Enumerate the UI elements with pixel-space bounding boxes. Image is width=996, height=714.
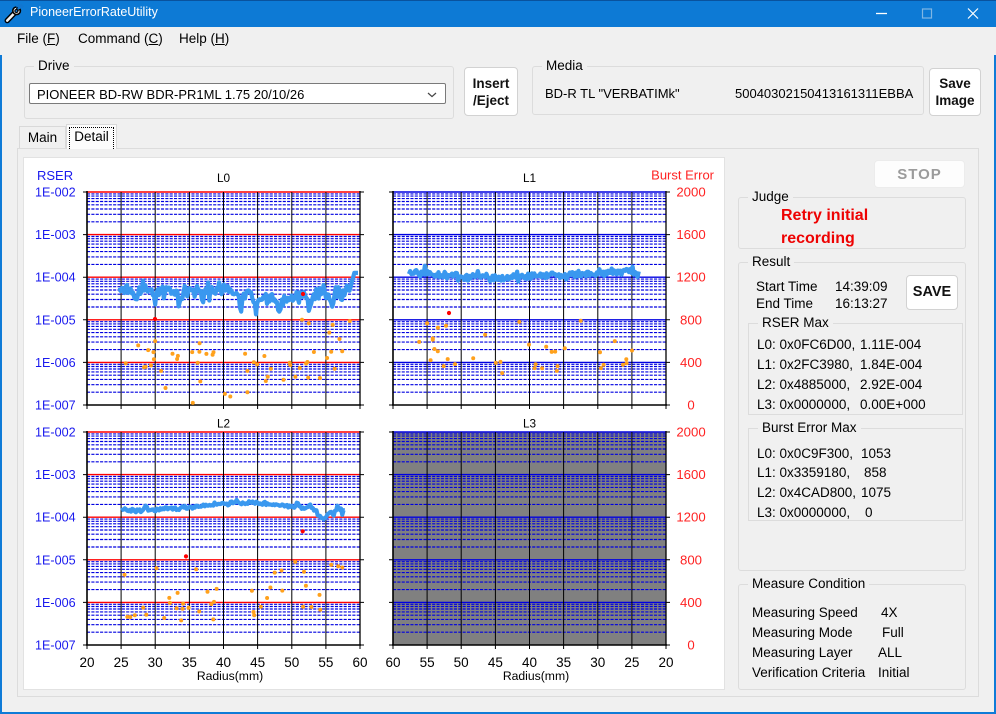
svg-text:25: 25 bbox=[114, 655, 129, 670]
svg-text:60: 60 bbox=[385, 655, 400, 670]
svg-text:1200: 1200 bbox=[676, 510, 705, 525]
svg-text:1E-007: 1E-007 bbox=[35, 639, 76, 653]
svg-text:1E-004: 1E-004 bbox=[35, 511, 76, 525]
svg-text:1E-006: 1E-006 bbox=[35, 356, 76, 370]
svg-text:1E-002: 1E-002 bbox=[35, 186, 76, 200]
svg-text:20: 20 bbox=[79, 655, 94, 670]
svg-text:1E-005: 1E-005 bbox=[35, 313, 76, 327]
svg-text:Burst Error: Burst Error bbox=[651, 168, 715, 183]
svg-text:50: 50 bbox=[284, 655, 299, 670]
svg-text:1600: 1600 bbox=[676, 467, 705, 482]
svg-text:2000: 2000 bbox=[676, 425, 705, 440]
svg-text:L3: L3 bbox=[523, 417, 537, 431]
svg-text:55: 55 bbox=[420, 655, 435, 670]
svg-text:1E-004: 1E-004 bbox=[35, 271, 76, 285]
svg-text:30: 30 bbox=[148, 655, 163, 670]
svg-text:1200: 1200 bbox=[676, 270, 705, 285]
svg-text:40: 40 bbox=[522, 655, 537, 670]
svg-text:1E-006: 1E-006 bbox=[35, 596, 76, 610]
svg-text:45: 45 bbox=[250, 655, 265, 670]
svg-text:400: 400 bbox=[680, 355, 702, 370]
svg-text:30: 30 bbox=[590, 655, 605, 670]
svg-text:40: 40 bbox=[216, 655, 231, 670]
svg-text:400: 400 bbox=[680, 595, 702, 610]
svg-text:800: 800 bbox=[680, 552, 702, 567]
svg-text:1E-003: 1E-003 bbox=[35, 228, 76, 242]
svg-text:0: 0 bbox=[687, 638, 694, 653]
svg-text:55: 55 bbox=[318, 655, 333, 670]
svg-text:RSER: RSER bbox=[37, 168, 73, 183]
svg-text:1E-005: 1E-005 bbox=[35, 553, 76, 567]
svg-text:Radius(mm): Radius(mm) bbox=[197, 669, 263, 683]
svg-text:800: 800 bbox=[680, 312, 702, 327]
svg-text:1E-002: 1E-002 bbox=[35, 426, 76, 440]
svg-text:2000: 2000 bbox=[676, 185, 705, 200]
svg-text:1E-003: 1E-003 bbox=[35, 468, 76, 482]
svg-text:35: 35 bbox=[182, 655, 197, 670]
svg-text:25: 25 bbox=[624, 655, 639, 670]
svg-text:L1: L1 bbox=[523, 171, 536, 185]
svg-text:20: 20 bbox=[658, 655, 673, 670]
svg-text:1600: 1600 bbox=[676, 227, 705, 242]
svg-text:60: 60 bbox=[352, 655, 367, 670]
svg-text:0: 0 bbox=[687, 398, 694, 413]
svg-text:50: 50 bbox=[454, 655, 469, 670]
svg-text:L0: L0 bbox=[217, 171, 231, 185]
svg-text:35: 35 bbox=[556, 655, 571, 670]
svg-text:1E-007: 1E-007 bbox=[35, 399, 76, 413]
svg-text:Radius(mm): Radius(mm) bbox=[503, 669, 569, 683]
svg-text:45: 45 bbox=[488, 655, 503, 670]
svg-text:L2: L2 bbox=[217, 417, 230, 431]
